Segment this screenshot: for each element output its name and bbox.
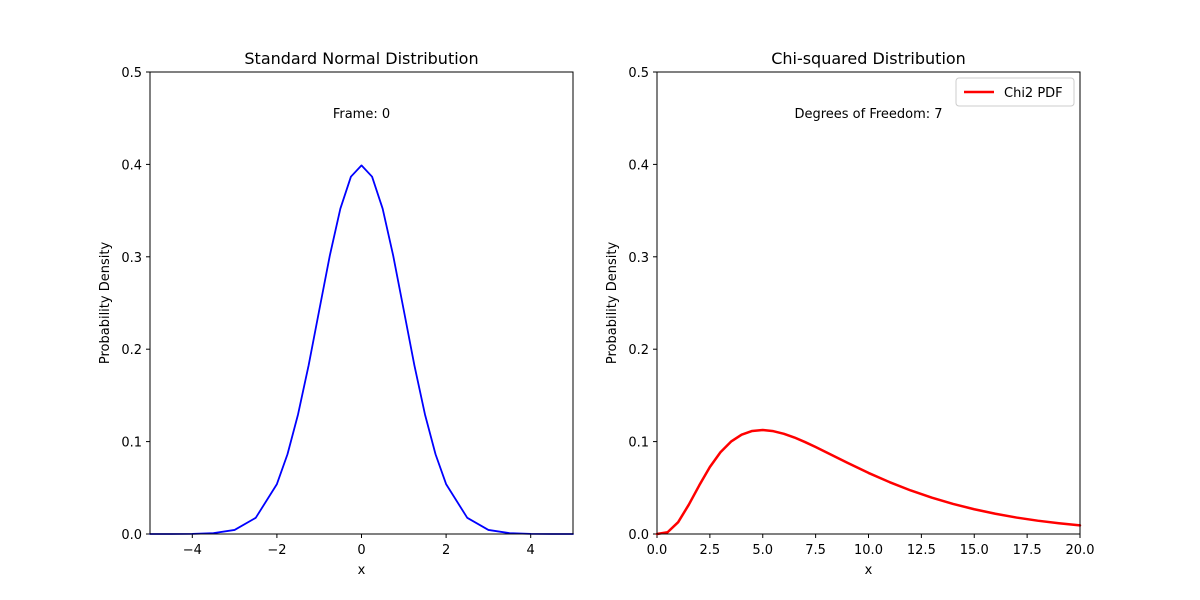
normal-distribution-panel: Standard Normal Distribution Frame: 0 −4… bbox=[98, 49, 574, 578]
normal-x-axis-label: x bbox=[358, 563, 366, 578]
normal-plot-frame bbox=[149, 71, 574, 535]
chi2-annotation-dof: Degrees of Freedom: 7 bbox=[794, 107, 942, 122]
chi2-plot-frame bbox=[656, 71, 1081, 535]
normal-x-tick-label: −2 bbox=[267, 543, 286, 558]
chi2-x-tick-label: 10.0 bbox=[854, 543, 883, 558]
normal-annotation-frame: Frame: 0 bbox=[333, 107, 390, 122]
chi2-y-tick-label: 0.2 bbox=[628, 343, 649, 358]
chi2-legend: Chi2 PDF bbox=[955, 77, 1075, 107]
normal-x-tick-label: 2 bbox=[442, 543, 450, 558]
normal-series bbox=[149, 164, 574, 535]
chi2-x-tick-label: 5.0 bbox=[752, 543, 773, 558]
normal-x-tick-label: 0 bbox=[357, 543, 365, 558]
normal-y-tick-label: 0.0 bbox=[121, 528, 142, 543]
legend-label-chi2-pdf: Chi2 PDF bbox=[1004, 86, 1063, 101]
chi2-y-axis-label: Probability Density bbox=[605, 242, 620, 365]
normal-ticks: −4 −2 0 2 4 0.0 0.1 0.2 0.3 0.4 0.5 bbox=[121, 66, 535, 558]
chi2-x-tick-label: 7.5 bbox=[805, 543, 826, 558]
chi2-series bbox=[655, 428, 1082, 536]
chi2-series-line bbox=[655, 428, 1082, 536]
normal-y-tick-label: 0.3 bbox=[121, 251, 142, 266]
chi2-x-tick-label: 12.5 bbox=[907, 543, 936, 558]
normal-x-tick-label: −4 bbox=[183, 543, 202, 558]
chi2-x-tick-label: 15.0 bbox=[960, 543, 989, 558]
chi2-y-tick-label: 0.3 bbox=[628, 251, 649, 266]
normal-x-tick-label: 4 bbox=[527, 543, 535, 558]
chi-squared-distribution-panel: Chi-squared Distribution Degrees of Free… bbox=[605, 49, 1094, 578]
chi2-x-tick-label: 20.0 bbox=[1066, 543, 1095, 558]
chi2-x-tick-label: 0.0 bbox=[647, 543, 668, 558]
chi2-chart-title: Chi-squared Distribution bbox=[771, 49, 966, 68]
normal-y-tick-label: 0.4 bbox=[121, 158, 142, 173]
normal-y-tick-label: 0.2 bbox=[121, 343, 142, 358]
normal-y-axis-label: Probability Density bbox=[98, 242, 113, 365]
chi2-y-tick-label: 0.4 bbox=[628, 158, 649, 173]
normal-y-tick-label: 0.1 bbox=[121, 436, 142, 451]
legend-box bbox=[955, 77, 1075, 107]
chi2-y-tick-label: 0.0 bbox=[628, 528, 649, 543]
chi2-x-axis-label: x bbox=[865, 563, 873, 578]
chi2-y-tick-label: 0.1 bbox=[628, 436, 649, 451]
chi2-y-tick-label: 0.5 bbox=[628, 66, 649, 81]
chi2-x-tick-label: 2.5 bbox=[700, 543, 721, 558]
normal-series-line bbox=[149, 164, 574, 535]
normal-chart-title: Standard Normal Distribution bbox=[244, 49, 478, 68]
chi2-ticks: 0.0 2.5 5.0 7.5 10.0 12.5 15.0 17.5 20.0 0.0 0.1 0.… bbox=[628, 66, 1094, 558]
normal-y-tick-label: 0.5 bbox=[121, 66, 142, 81]
chi2-x-tick-label: 17.5 bbox=[1013, 543, 1042, 558]
